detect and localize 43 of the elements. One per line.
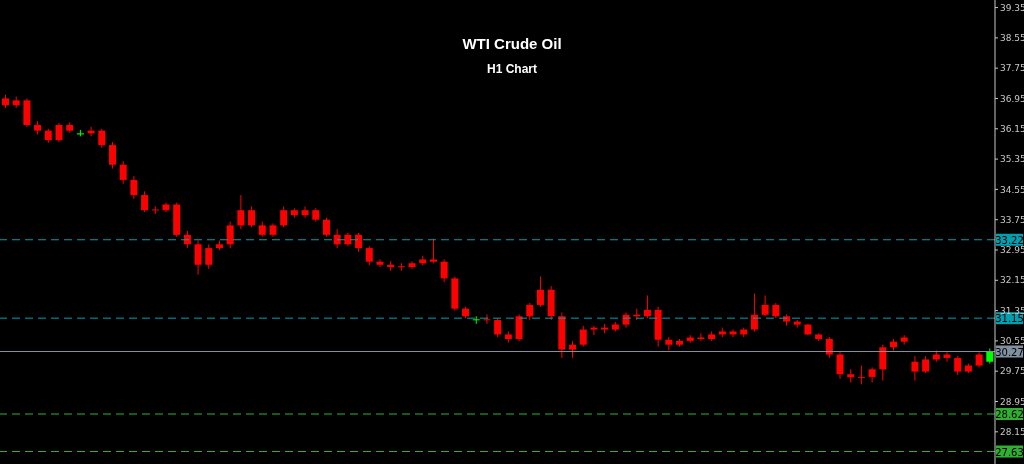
ref-line-label: 30.27 [995,346,1024,358]
candlestick [130,175,138,200]
candlestick [429,238,437,264]
candlestick [248,205,256,228]
candlestick [590,325,598,336]
candlestick [301,205,309,219]
candlestick [280,205,288,228]
candlestick [141,190,149,213]
candlestick [868,366,876,384]
candlestick [643,294,651,319]
candlestick [536,276,544,308]
ref-line-label: 28.62 [995,409,1024,420]
candlestick [879,344,887,382]
candlestick [483,313,491,325]
candlestick [322,217,330,238]
candlestick [376,258,384,268]
candlestick [55,122,63,143]
candlestick [697,332,705,342]
ref-line-label: 33.22 [995,234,1024,246]
candlestick [226,221,234,249]
candlestick [119,160,127,185]
candlestick [750,293,758,332]
candlestick [836,351,844,380]
text: WTI Crude Oil [462,35,562,52]
candlestick [205,243,213,270]
candlestick [579,325,587,348]
candlestick [494,317,502,338]
text: H1 Chart [486,62,537,76]
candlestick [954,355,962,376]
candlestick [108,141,116,170]
candlestick [515,313,523,342]
ref-line-label: 27.63 [995,446,1024,458]
candlestick [355,232,363,253]
candlestick [729,329,737,338]
candlestick [194,240,202,276]
candlestick [237,194,245,230]
candlestick [440,258,448,283]
candlestick [761,294,769,317]
candlestick [365,245,373,266]
candlestick [98,128,106,149]
candlestick [408,260,416,270]
candlestick [857,365,865,385]
candlestick [911,355,919,382]
